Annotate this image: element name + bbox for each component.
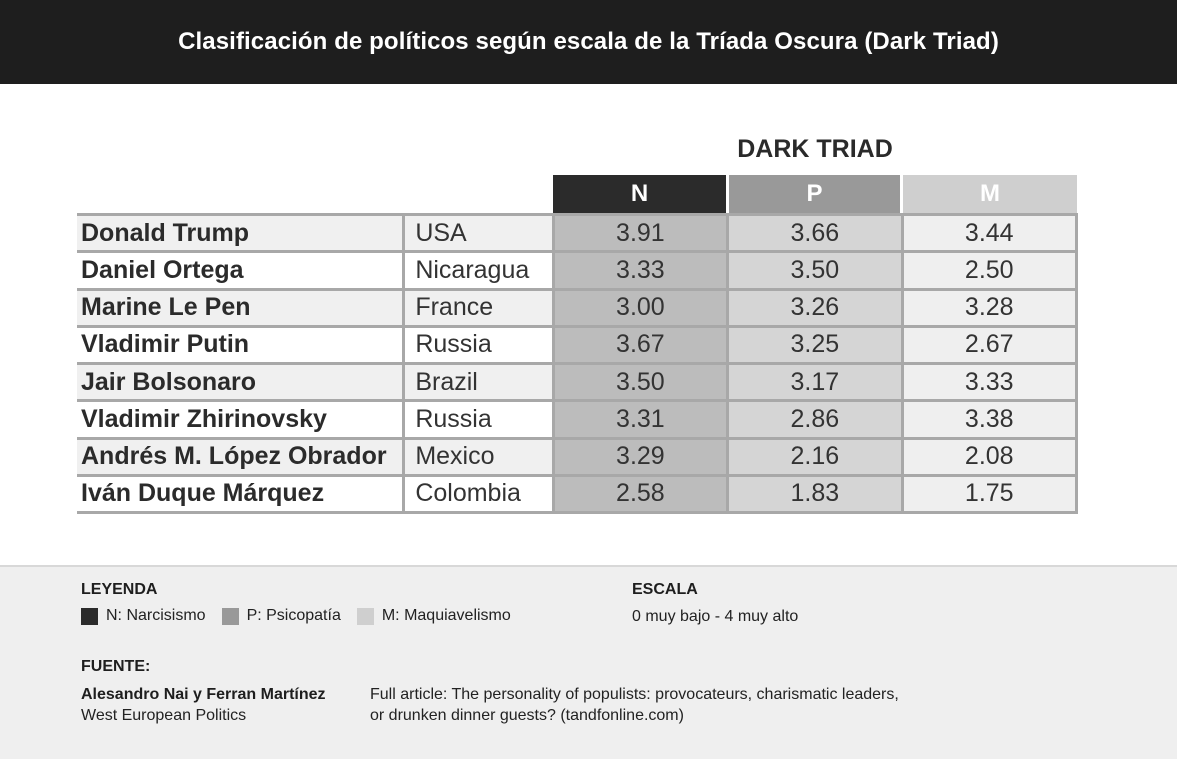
source-article-line1: Full article: The personality of populis…: [370, 686, 899, 703]
value-m: 2.08: [902, 438, 1079, 477]
politician-name: Andrés M. López Obrador: [77, 438, 406, 477]
legend-swatch-m: [356, 607, 374, 625]
legend-label-n: N: Narcisismo: [106, 607, 206, 624]
dark-triad-group-label: DARK TRIAD: [737, 135, 893, 163]
legend-label-m: M: Maquiavelismo: [381, 607, 511, 624]
politician-country: France: [403, 289, 555, 328]
politician-name: Marine Le Pen: [77, 289, 406, 328]
dark-triad-table: Donald Trump USA 3.91 3.66 3.44 Daniel Ortega…: [77, 212, 1079, 515]
value-m: 3.38: [902, 400, 1079, 440]
legend: N: Narcisismo P: Psicopatía M: Maquiavel…: [81, 607, 527, 625]
value-m: 3.28: [902, 289, 1079, 328]
value-m: 3.44: [902, 212, 1079, 254]
legend-title: LEYENDA: [81, 581, 158, 598]
value-n: 3.91: [553, 212, 730, 254]
legend-item-m: M: Maquiavelismo: [356, 607, 511, 625]
value-p: 3.66: [727, 212, 904, 254]
value-p: 3.17: [727, 363, 904, 403]
value-n: 3.33: [553, 251, 730, 291]
footer-panel: [0, 565, 1177, 759]
source-title: FUENTE:: [81, 658, 151, 675]
politician-country: Russia: [403, 326, 555, 366]
politician-country: Nicaragua: [403, 251, 555, 291]
table-row: Marine Le Pen France 3.00 3.26 3.28: [77, 289, 1079, 328]
legend-item-p: P: Psicopatía: [221, 607, 341, 625]
table-row: Vladimir Zhirinovsky Russia 3.31 2.86 3.38: [77, 400, 1079, 440]
value-p: 3.26: [727, 289, 904, 328]
politician-country: Russia: [403, 400, 555, 440]
source-journal: West European Politics: [81, 707, 247, 724]
value-m: 2.67: [902, 326, 1079, 366]
value-n: 3.67: [553, 326, 730, 366]
table-row: Vladimir Putin Russia 3.67 3.25 2.67: [77, 326, 1079, 366]
politician-name: Vladimir Putin: [77, 326, 406, 366]
value-m: 2.50: [902, 251, 1079, 291]
table-row: Iván Duque Márquez Colombia 2.58 1.83 1.75: [77, 475, 1079, 515]
column-header-p: P: [729, 175, 900, 213]
legend-label-p: P: Psicopatía: [246, 607, 341, 624]
politician-name: Daniel Ortega: [77, 251, 406, 291]
value-p: 3.25: [727, 326, 904, 366]
value-n: 2.58: [553, 475, 730, 515]
source-article-line2: or drunken dinner guests? (tandfonline.c…: [370, 707, 684, 724]
table-row: Jair Bolsonaro Brazil 3.50 3.17 3.33: [77, 363, 1079, 403]
source-authors: Alesandro Nai y Ferran Martínez: [81, 686, 326, 703]
value-p: 1.83: [727, 475, 904, 515]
legend-item-n: N: Narcisismo: [81, 607, 206, 625]
politician-name: Iván Duque Márquez: [77, 475, 406, 515]
value-n: 3.50: [553, 363, 730, 403]
value-p: 3.50: [727, 251, 904, 291]
header-bar: Clasificación de políticos según escala …: [0, 0, 1177, 84]
politician-name: Jair Bolsonaro: [77, 363, 406, 403]
legend-swatch-n: [81, 607, 98, 625]
value-n: 3.31: [553, 400, 730, 440]
value-p: 2.86: [727, 400, 904, 440]
table-row: Andrés M. López Obrador Mexico 3.29 2.16 2.0…: [77, 438, 1079, 477]
scale-title: ESCALA: [632, 581, 698, 598]
column-header-m: M: [903, 175, 1077, 213]
politician-country: USA: [403, 212, 555, 254]
table-row: Daniel Ortega Nicaragua 3.33 3.50 2.50: [77, 251, 1079, 291]
politician-country: Brazil: [403, 363, 555, 403]
politician-name: Donald Trump: [77, 212, 406, 254]
politician-country: Mexico: [403, 438, 555, 477]
table-row: Donald Trump USA 3.91 3.66 3.44: [77, 212, 1079, 254]
value-p: 2.16: [727, 438, 904, 477]
politician-name: Vladimir Zhirinovsky: [77, 400, 406, 440]
legend-swatch-p: [221, 607, 239, 625]
value-m: 1.75: [902, 475, 1079, 515]
politician-country: Colombia: [403, 475, 555, 515]
scale-text: 0 muy bajo - 4 muy alto: [632, 608, 799, 625]
value-n: 3.00: [553, 289, 730, 328]
value-m: 3.33: [902, 363, 1079, 403]
column-header-n: N: [553, 175, 726, 213]
page-title: Clasificación de políticos según escala …: [178, 28, 999, 55]
value-n: 3.29: [553, 438, 730, 477]
